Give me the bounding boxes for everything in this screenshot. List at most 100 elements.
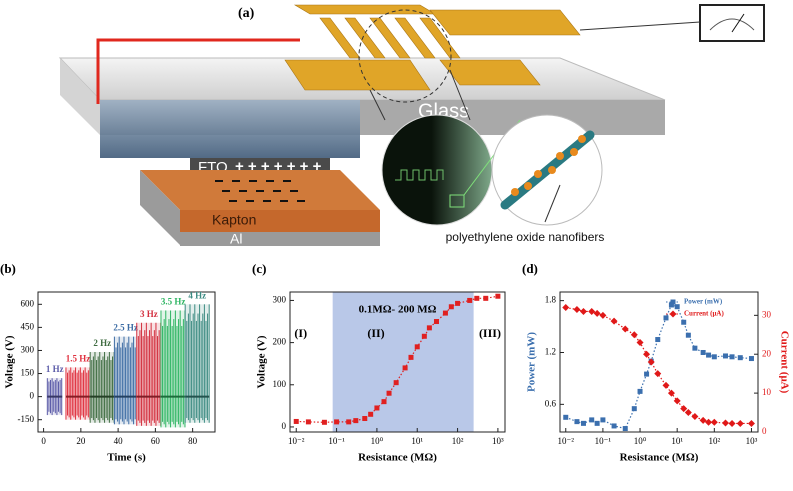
burst [65,367,91,420]
y-tick-label: -150 [18,414,35,424]
marker [562,304,570,312]
legend-marker [669,310,677,318]
x-tick-label: 10² [452,436,464,446]
panel-label: (b) [0,261,16,276]
burst [160,310,186,428]
marker [374,405,380,411]
marker [573,306,581,313]
legend-marker [670,299,676,305]
marker [655,337,661,343]
marker [563,414,569,420]
electrode-pattern [395,169,444,181]
marker [644,371,650,377]
marker [600,417,606,423]
fiber-label: polyethylene oxide nanofibers [446,230,605,244]
y-axis-label: Voltage (V) [4,335,16,388]
marker [589,417,595,423]
plot-frame [37,291,216,433]
marker [654,370,662,378]
marker [699,416,707,424]
y-tick-label: 0 [30,391,35,401]
annotation: 0.1MΩ- 200 MΩ [359,304,437,316]
marker [684,409,692,417]
y-tick-label: 200 [273,337,287,347]
marker [711,354,717,360]
x-tick-label: 10¹ [671,436,683,446]
y-tick-label: 450 [21,321,35,331]
plot-frame [559,291,759,433]
y-tick-label: 0.6 [545,398,557,408]
meter-wire [579,21,701,31]
zoom-circle [358,9,452,103]
x-tick-label: 0 [41,436,46,446]
marker [621,325,629,333]
y-axis-label: Power (mW) [526,332,538,392]
shaded-region [332,292,474,432]
marker [722,353,728,359]
y-tick-label: 1.2 [545,347,556,357]
meter-needle [731,13,745,33]
x-tick-label: 10¹ [411,436,423,446]
panel-label: (c) [252,261,266,276]
marker [685,332,691,338]
inset-box [449,194,465,208]
marker [673,397,681,405]
series-label: 1 Hz [46,364,64,374]
x-axis-label: Resistance (MΩ) [358,452,437,464]
x-tick-label: 10⁻² [288,436,305,446]
series-label: 1.5 Hz [66,353,91,363]
legend-label: Power (mW) [684,298,723,306]
marker [442,310,448,316]
burst [90,352,115,423]
marker [631,406,637,412]
x-tick-label: 10⁰ [634,436,647,446]
glass-side [60,58,100,135]
marker [293,418,299,424]
x-tick-label: 10⁻¹ [328,436,345,446]
marker [643,350,651,358]
marker [667,389,675,397]
fiber [500,130,595,210]
meter-dial [709,18,755,31]
x-tick-label: 10³ [746,436,758,446]
al-label: Al [230,231,242,247]
electrodes [284,4,581,91]
y2-tick-label: 30 [762,309,772,319]
marker [681,319,687,325]
series-label: 3 Hz [140,309,158,319]
kapton-label: Kapton [212,212,256,228]
marker [700,349,706,355]
marker [729,354,735,360]
marker [353,418,359,424]
marker [736,419,744,427]
burst [185,304,210,423]
annotation: (I) [294,326,307,340]
marker [662,381,670,389]
marker [426,325,432,331]
x-tick-label: 10³ [492,436,504,446]
marker [483,295,489,301]
marker [636,339,644,347]
marker [630,331,638,339]
marker [706,352,712,358]
series-label: 3.5 Hz [161,297,186,307]
marker [680,405,688,413]
annotation: (II) [367,326,384,340]
marker [737,355,743,361]
marker [599,311,607,319]
x-axis-label: Time (s) [107,452,146,464]
y-axis-label: Voltage (V) [256,335,268,388]
marker [674,304,680,310]
marker [414,344,420,350]
marker [455,300,461,306]
y-tick-label: 600 [21,298,35,308]
y-tick-label: 300 [21,345,35,355]
marker [747,419,755,427]
x-tick-label: 80 [188,436,198,446]
marker [467,297,473,303]
marker [691,412,699,420]
marker [637,388,643,394]
series-label: 4 Hz [188,290,206,300]
series-label: 2.5 Hz [113,323,138,333]
